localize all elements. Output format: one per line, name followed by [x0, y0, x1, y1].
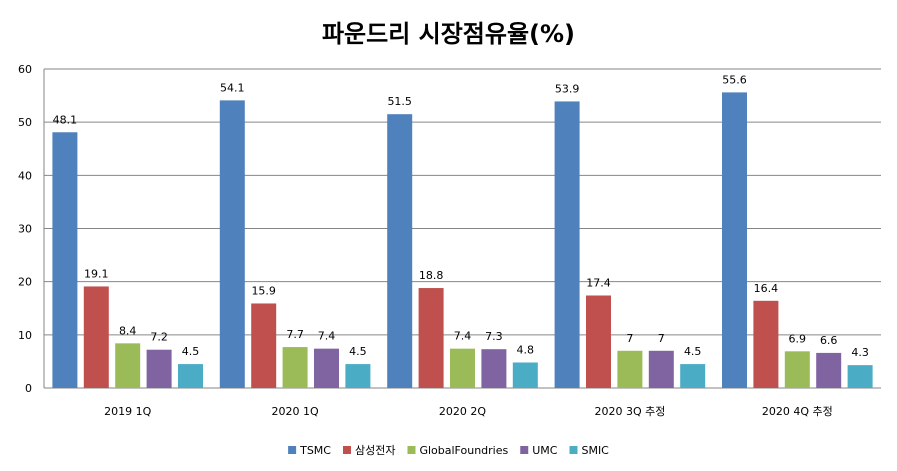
y-axis: 0 10 20 30 40 50 60: [18, 63, 32, 395]
bar: [847, 365, 873, 388]
data-label: 53.9: [555, 82, 580, 95]
bar: [387, 114, 413, 389]
data-label: 55.6: [722, 73, 747, 86]
legend-label: SMIC: [581, 444, 609, 457]
legend-label: 삼성전자: [355, 444, 395, 457]
bar: [418, 288, 444, 388]
x-tick-label: 2020 2Q: [439, 405, 486, 418]
data-label: 18.8: [419, 269, 444, 282]
bar: [178, 364, 203, 388]
bar: [753, 300, 779, 388]
y-tick-label: 30: [18, 223, 32, 236]
legend-swatch: [569, 446, 578, 454]
data-label: 4.5: [182, 345, 200, 358]
legend-swatch: [520, 446, 529, 454]
legend: TSMC 삼성전자 GlobalFoundries UMC SMIC: [288, 444, 609, 457]
x-tick-label: 2020 3Q 추정: [594, 405, 665, 418]
bar: [146, 349, 172, 388]
bar: [282, 347, 308, 388]
data-label: 48.1: [53, 113, 78, 126]
data-label: 7.2: [150, 331, 168, 344]
bar: [314, 348, 339, 388]
data-label: 15.9: [251, 284, 276, 297]
legend-swatch: [407, 446, 416, 454]
y-tick-label: 60: [18, 63, 32, 76]
data-label: 7: [626, 332, 633, 345]
data-label: 7: [658, 332, 665, 345]
y-tick-label: 10: [18, 329, 32, 342]
legend-swatch: [288, 446, 297, 454]
x-tick-label: 2020 4Q 추정: [762, 405, 833, 418]
data-label: 54.1: [220, 81, 245, 94]
y-tick-label: 50: [18, 116, 32, 129]
bar: [784, 351, 810, 388]
data-label: 4.8: [517, 343, 535, 356]
bars: [52, 92, 873, 389]
bar: [345, 364, 371, 388]
data-label: 7.4: [318, 330, 336, 343]
data-labels: 48.1 19.1 8.4 7.2 4.5 54.1 15.9 7.7 7.4 4.5 51.5 18…: [53, 73, 869, 359]
bar: [115, 343, 141, 388]
data-label: 4.5: [349, 345, 367, 358]
bar: [617, 350, 643, 388]
data-label: 4.5: [684, 345, 702, 358]
bar: [83, 286, 109, 388]
y-tick-label: 0: [25, 382, 32, 395]
data-label: 6.9: [789, 332, 807, 345]
bar: [680, 364, 706, 388]
bar: [816, 352, 842, 388]
x-tick-label: 2020 1Q: [272, 405, 319, 418]
data-label: 17.4: [586, 276, 611, 289]
data-label: 7.3: [485, 330, 503, 343]
data-label: 4.3: [851, 346, 869, 359]
data-label: 8.4: [119, 324, 137, 337]
data-label: 7.4: [454, 330, 472, 343]
x-tick-label: 2019 1Q: [104, 405, 151, 418]
bar: [512, 362, 538, 388]
legend-label: TSMC: [299, 444, 331, 457]
bar: [52, 132, 78, 388]
data-label: 7.7: [286, 328, 304, 341]
bar: [722, 92, 747, 388]
data-label: 51.5: [387, 95, 412, 108]
bar: [554, 101, 580, 388]
legend-swatch: [342, 446, 351, 454]
bar: [219, 100, 245, 388]
data-label: 19.1: [84, 267, 109, 280]
y-tick-label: 20: [18, 276, 32, 289]
legend-label: UMC: [532, 444, 558, 457]
y-tick-label: 40: [18, 169, 32, 182]
chart-title: 파운드리 시장점유율(%): [321, 20, 576, 48]
bar: [251, 303, 277, 388]
bar: [648, 350, 674, 388]
data-label: 6.6: [820, 334, 838, 347]
legend-label: GlobalFoundries: [419, 444, 508, 457]
x-axis: 2019 1Q 2020 1Q 2020 2Q 2020 3Q 추정 2020 4Q 추…: [104, 405, 833, 418]
bar: [481, 349, 507, 388]
bar: [450, 348, 475, 388]
bar: [586, 295, 611, 388]
data-label: 16.4: [754, 282, 779, 295]
